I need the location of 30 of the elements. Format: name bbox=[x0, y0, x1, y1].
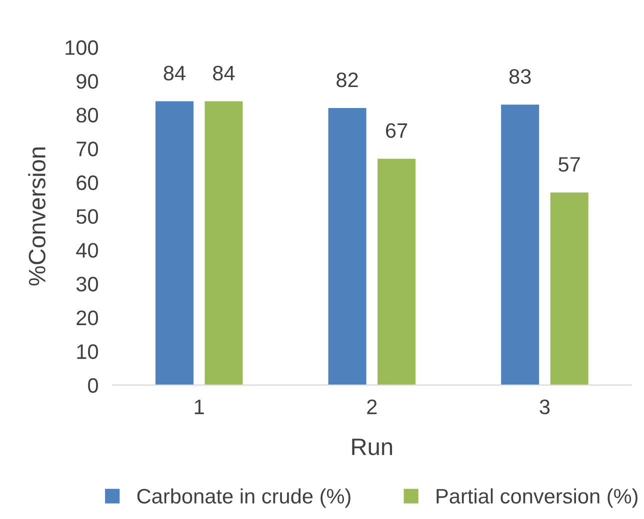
x-tick-label: 2 bbox=[367, 400, 377, 414]
x-tick-label: 3 bbox=[540, 400, 550, 414]
legend-label: Partial conversion (%) bbox=[436, 488, 638, 508]
data-label: 57 bbox=[558, 157, 580, 172]
bar bbox=[204, 101, 243, 386]
bar bbox=[328, 108, 366, 386]
data-label: 82 bbox=[336, 72, 358, 88]
y-tick-label: 80 bbox=[76, 108, 98, 123]
x-axis-title: Run bbox=[352, 438, 392, 456]
x-tick-label: 1 bbox=[194, 400, 204, 414]
y-tick-label: 10 bbox=[77, 344, 98, 360]
y-tick-label: 50 bbox=[76, 209, 98, 224]
data-label: 67 bbox=[386, 123, 408, 138]
y-tick-label: 0 bbox=[88, 378, 98, 393]
legend-label: Carbonate in crude (%) bbox=[137, 488, 350, 508]
y-tick-label: 70 bbox=[76, 142, 98, 156]
y-axis-title: %Conversion bbox=[28, 147, 46, 286]
bar bbox=[550, 192, 588, 386]
y-tick-label: 90 bbox=[76, 74, 98, 89]
bar bbox=[378, 158, 416, 386]
y-tick-label: 60 bbox=[76, 175, 98, 190]
y-tick-label: 20 bbox=[76, 310, 98, 326]
data-label: 83 bbox=[509, 69, 531, 84]
bar bbox=[155, 101, 194, 386]
y-tick-label: 40 bbox=[76, 242, 98, 258]
y-tick-label: 100 bbox=[66, 40, 98, 55]
y-tick-label: 30 bbox=[76, 276, 98, 292]
data-label: 84 bbox=[164, 66, 186, 81]
bar bbox=[501, 104, 540, 386]
data-label: 84 bbox=[213, 66, 235, 81]
